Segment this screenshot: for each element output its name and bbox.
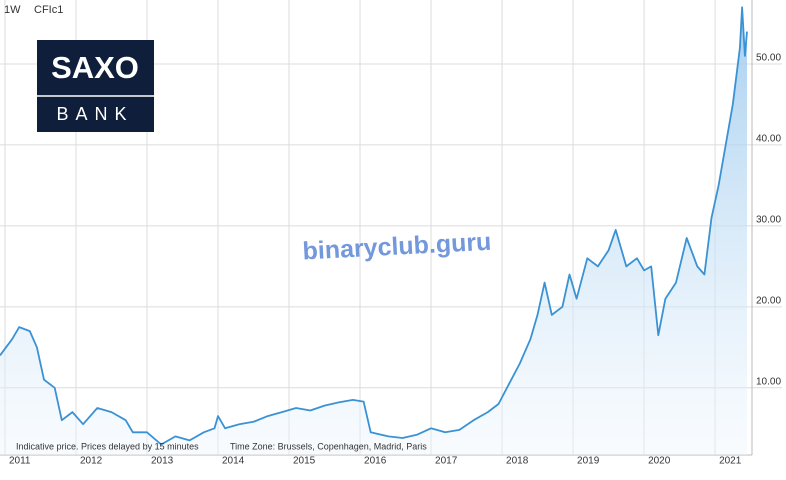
x-tick-label: 2017 [435, 456, 458, 467]
interval: 1W [4, 4, 21, 16]
logo-bottom: BANK [56, 104, 133, 124]
x-tick-label: 2020 [648, 456, 671, 467]
y-tick-label: 20.00 [756, 295, 781, 306]
logo-top: SAXO [51, 50, 139, 85]
y-tick-label: 10.00 [756, 376, 781, 387]
x-tick-label: 2019 [577, 456, 600, 467]
x-tick-label: 2015 [293, 456, 316, 467]
y-tick-label: 50.00 [756, 53, 781, 64]
symbol: CFIc1 [34, 4, 63, 16]
x-tick-label: 2011 [9, 456, 31, 467]
watermark: binaryclub.guru [302, 228, 492, 266]
area [0, 7, 747, 456]
x-tick-label: 2013 [151, 456, 174, 467]
note: Indicative price. Prices delayed by 15 m… [16, 441, 199, 451]
note: Time Zone: Brussels, Copenhagen, Madrid,… [230, 441, 427, 451]
x-tick-label: 2012 [80, 456, 103, 467]
x-tick-label: 2016 [364, 456, 387, 467]
x-tick-label: 2014 [222, 456, 245, 467]
y-tick-label: 30.00 [756, 215, 781, 226]
line [0, 6, 748, 446]
y-tick-label: 40.00 [756, 134, 781, 145]
x-tick-label: 2021 [719, 456, 742, 467]
logo-box [37, 40, 154, 132]
plot-area: 2011 2012 2013 2014 2015 2016 2017 2018 2019 2020… [0, 0, 782, 467]
x-tick-label: 2018 [506, 456, 529, 467]
